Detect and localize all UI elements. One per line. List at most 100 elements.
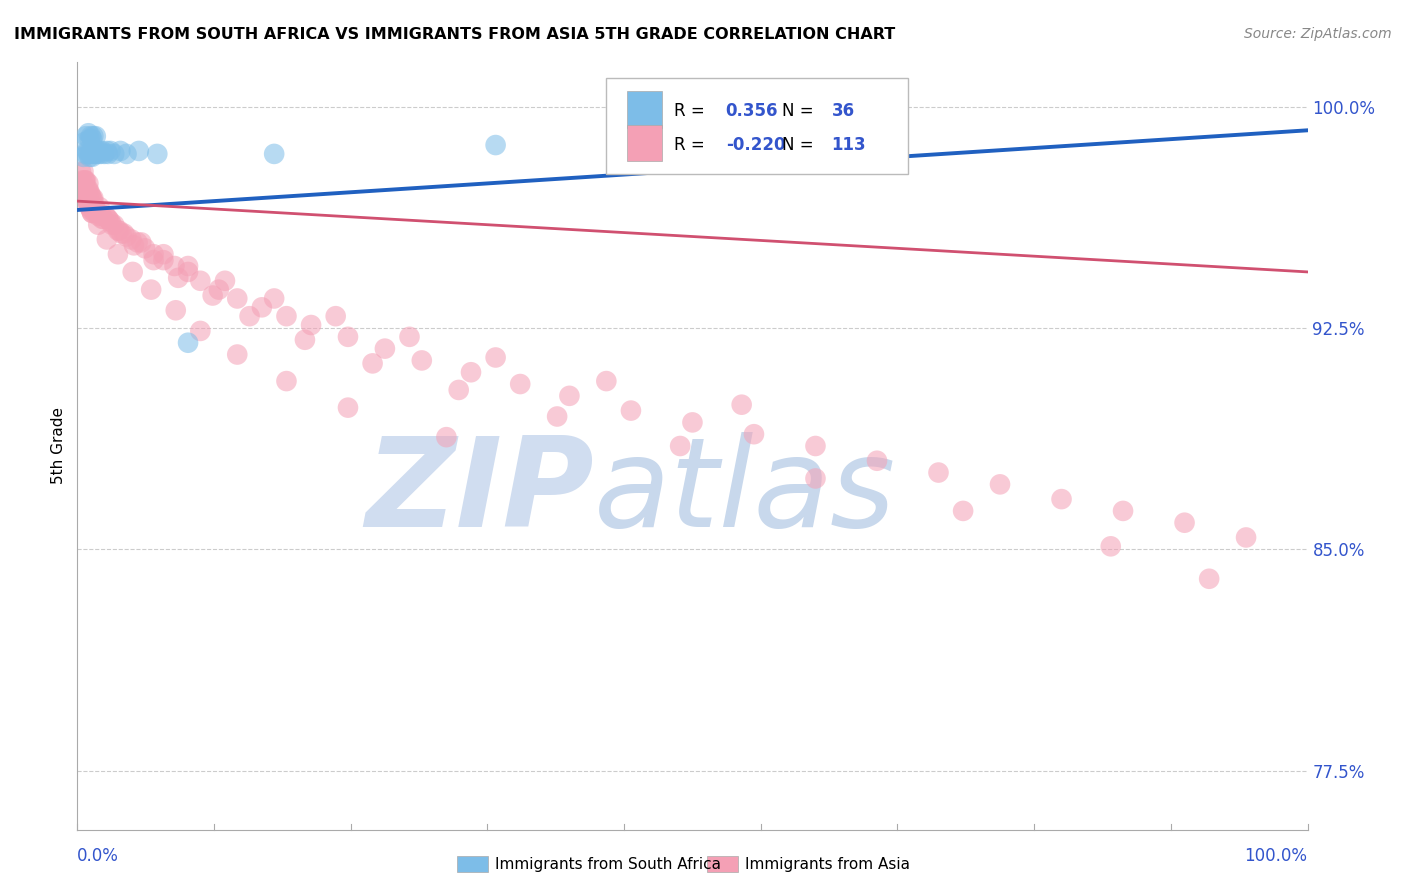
FancyBboxPatch shape bbox=[606, 78, 908, 174]
Point bbox=[325, 309, 347, 323]
Point bbox=[1198, 572, 1220, 586]
Text: R =: R = bbox=[673, 102, 710, 120]
Point bbox=[83, 200, 105, 214]
Point bbox=[127, 235, 149, 250]
Point bbox=[742, 427, 765, 442]
Point bbox=[83, 144, 105, 158]
Point bbox=[79, 150, 101, 164]
Point bbox=[82, 132, 104, 146]
Point bbox=[80, 147, 103, 161]
Point bbox=[93, 147, 115, 161]
Point bbox=[509, 377, 531, 392]
Point bbox=[96, 232, 118, 246]
Text: 113: 113 bbox=[831, 136, 866, 153]
Point bbox=[75, 129, 97, 144]
Text: N =: N = bbox=[782, 136, 820, 153]
Point bbox=[1174, 516, 1197, 530]
Text: Immigrants from South Africa: Immigrants from South Africa bbox=[495, 857, 721, 871]
Point bbox=[142, 253, 165, 268]
Point bbox=[72, 164, 94, 178]
Point bbox=[122, 238, 145, 252]
Point bbox=[988, 477, 1011, 491]
Point bbox=[177, 335, 200, 350]
Point bbox=[276, 374, 298, 388]
Text: IMMIGRANTS FROM SOUTH AFRICA VS IMMIGRANTS FROM ASIA 5TH GRADE CORRELATION CHART: IMMIGRANTS FROM SOUTH AFRICA VS IMMIGRAN… bbox=[14, 27, 896, 42]
Point bbox=[110, 144, 132, 158]
Point bbox=[111, 227, 132, 241]
Point bbox=[76, 194, 98, 208]
Point bbox=[374, 342, 396, 356]
Point bbox=[669, 439, 692, 453]
Point bbox=[398, 330, 420, 344]
Point bbox=[77, 177, 100, 191]
Text: 36: 36 bbox=[831, 102, 855, 120]
Point bbox=[485, 351, 508, 365]
Point bbox=[107, 247, 129, 261]
Point bbox=[73, 135, 96, 149]
Text: ZIP: ZIP bbox=[366, 432, 595, 552]
Point bbox=[952, 504, 974, 518]
Point bbox=[1234, 531, 1257, 545]
Point bbox=[201, 288, 224, 302]
Point bbox=[89, 206, 111, 220]
Point bbox=[82, 191, 104, 205]
Point bbox=[77, 194, 100, 208]
Point bbox=[91, 211, 114, 226]
Point bbox=[86, 206, 108, 220]
Point bbox=[134, 241, 156, 255]
Point bbox=[163, 259, 186, 273]
Point bbox=[90, 144, 114, 158]
Point bbox=[115, 147, 138, 161]
Bar bbox=[627, 125, 662, 161]
Point bbox=[72, 182, 94, 196]
Point bbox=[73, 173, 96, 187]
Point bbox=[706, 129, 728, 144]
Point bbox=[121, 232, 143, 246]
Point bbox=[142, 247, 165, 261]
Point bbox=[107, 224, 129, 238]
Text: 0.356: 0.356 bbox=[725, 102, 778, 120]
Point bbox=[804, 439, 827, 453]
Point bbox=[89, 144, 111, 158]
Point bbox=[115, 229, 138, 244]
Point bbox=[558, 389, 581, 403]
Point bbox=[82, 150, 104, 164]
Point bbox=[167, 270, 190, 285]
Point bbox=[682, 416, 704, 430]
Point bbox=[82, 194, 104, 208]
Point bbox=[595, 374, 617, 388]
Text: 0.0%: 0.0% bbox=[77, 847, 120, 865]
Point bbox=[90, 209, 114, 223]
Point bbox=[128, 144, 150, 158]
Point bbox=[100, 215, 122, 229]
Point bbox=[70, 173, 93, 187]
Point bbox=[96, 144, 118, 158]
Point bbox=[447, 383, 470, 397]
Point bbox=[76, 182, 98, 196]
Point bbox=[546, 409, 568, 424]
Point bbox=[97, 211, 120, 226]
Point bbox=[188, 274, 212, 288]
Point bbox=[165, 303, 187, 318]
Point bbox=[263, 147, 285, 161]
Point bbox=[226, 347, 249, 361]
Point bbox=[1099, 539, 1122, 553]
Point bbox=[101, 218, 124, 232]
Point bbox=[411, 353, 433, 368]
Point bbox=[79, 132, 101, 146]
Point bbox=[97, 211, 120, 226]
Point bbox=[90, 211, 114, 226]
Point bbox=[146, 147, 169, 161]
Point bbox=[208, 283, 231, 297]
Point bbox=[80, 129, 103, 144]
Point bbox=[75, 173, 97, 187]
Point bbox=[86, 144, 108, 158]
Point bbox=[177, 265, 200, 279]
Point bbox=[108, 224, 131, 238]
Point bbox=[87, 209, 110, 223]
Point bbox=[94, 209, 117, 223]
Point bbox=[83, 206, 105, 220]
Text: R =: R = bbox=[673, 136, 710, 153]
Point bbox=[226, 292, 249, 306]
Text: 100.0%: 100.0% bbox=[1244, 847, 1308, 865]
